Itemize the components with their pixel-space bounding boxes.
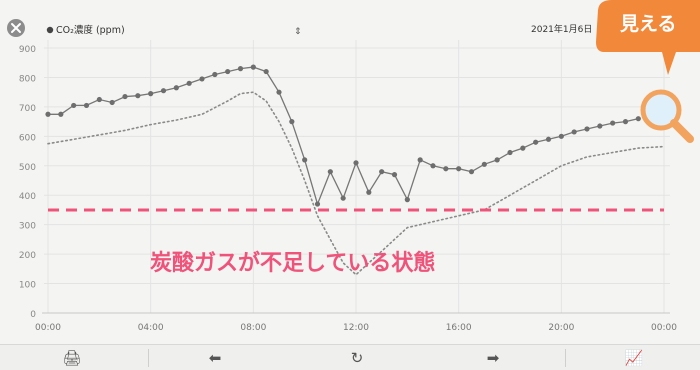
data-point: [199, 76, 205, 82]
data-point: [96, 96, 102, 103]
data-point: [391, 172, 398, 178]
data-point: [148, 91, 154, 97]
series-select-chevron-icon[interactable]: ⇕: [294, 27, 302, 37]
badge-text: 見える: [620, 13, 676, 35]
data-point: [135, 93, 141, 99]
data-point: [353, 160, 359, 166]
x-tick-label: 04:00: [138, 323, 164, 333]
y-tick-label: 700: [19, 104, 36, 114]
data-point: [289, 119, 295, 125]
print-icon: 🖨: [62, 349, 82, 367]
data-point: [366, 189, 372, 195]
y-axis-ticks: 0 100 200 300 400 500 600 700 800 900: [19, 45, 36, 320]
data-point: [302, 157, 308, 163]
data-point: [237, 66, 244, 72]
print-button[interactable]: 🖨: [52, 348, 92, 368]
threshold-annotation: 炭酸ガスが不足している状態: [150, 250, 435, 276]
close-icon: [11, 23, 21, 33]
data-point: [558, 133, 564, 139]
data-point: [494, 157, 500, 163]
x-tick-label: 20:00: [548, 323, 574, 333]
y-tick-label: 100: [19, 281, 36, 291]
data-point: [571, 129, 577, 135]
refresh-icon: ↻: [350, 349, 364, 367]
series-label[interactable]: CO₂濃度 (ppm): [56, 24, 125, 36]
line-chart-icon: 📈: [624, 349, 644, 367]
data-point: [520, 145, 526, 151]
chart-view-button[interactable]: 📈: [614, 348, 654, 368]
badge: 見える: [596, 0, 700, 75]
data-point: [250, 64, 256, 70]
legend-marker: [46, 26, 54, 34]
x-tick-label: 12:00: [343, 323, 369, 333]
y-tick-label: 200: [19, 251, 36, 261]
x-tick-label: 16:00: [446, 323, 472, 333]
data-point: [456, 166, 462, 172]
data-point: [584, 126, 590, 132]
data-point: [58, 111, 64, 117]
close-button[interactable]: [7, 19, 25, 37]
y-tick-label: 600: [19, 133, 36, 143]
y-tick-label: 800: [19, 74, 36, 84]
data-point: [45, 111, 51, 117]
data-point: [635, 116, 641, 122]
data-point: [610, 120, 616, 126]
data-point: [622, 119, 629, 125]
data-point: [109, 99, 115, 106]
data-point: [468, 169, 475, 175]
data-point: [417, 157, 423, 163]
refresh-button[interactable]: ↻: [337, 348, 377, 368]
x-tick-label: 00:00: [651, 323, 677, 333]
data-point: [173, 85, 179, 91]
toolbar-divider: [148, 349, 149, 367]
data-point: [225, 68, 231, 75]
data-point: [212, 71, 218, 78]
data-point: [507, 149, 513, 156]
x-tick-label: 08:00: [240, 323, 266, 333]
forward-button[interactable]: ➡: [473, 348, 513, 368]
data-point: [481, 161, 487, 167]
dotted-series-line: [47, 91, 665, 276]
back-arrow-icon: ⬅: [208, 349, 222, 367]
data-point: [545, 136, 552, 142]
data-point: [430, 163, 436, 169]
y-tick-label: 500: [19, 163, 36, 173]
data-point: [276, 89, 282, 95]
x-tick-label: 00:00: [35, 323, 61, 333]
data-point: [533, 139, 539, 145]
x-axis-ticks: 00:00 04:00 08:00 12:00 16:00 20:00 00:00: [35, 323, 677, 333]
y-tick-label: 400: [19, 192, 36, 202]
y-tick-label: 300: [19, 222, 36, 232]
data-point: [379, 169, 385, 175]
bottom-toolbar: 🖨 ⬅ ↻ ➡ 📈: [0, 344, 700, 370]
forward-arrow-icon: ➡: [486, 349, 500, 367]
data-point: [83, 102, 90, 109]
y-tick-label: 900: [19, 45, 36, 55]
data-point: [597, 123, 603, 129]
data-point: [71, 102, 77, 109]
toolbar-divider: [565, 349, 566, 367]
data-point: [160, 88, 167, 94]
data-point: [327, 169, 333, 175]
data-point: [263, 68, 269, 75]
data-point: [186, 80, 192, 86]
data-point: [404, 197, 410, 203]
data-point: [340, 195, 346, 201]
data-point: [443, 166, 449, 172]
date-label[interactable]: 2021年1月6日: [531, 23, 592, 35]
y-tick-label: 0: [30, 310, 36, 320]
data-point: [122, 93, 128, 100]
back-button[interactable]: ⬅: [195, 348, 235, 368]
data-point: [314, 201, 321, 207]
chart-series: [45, 64, 665, 276]
magnifier-icon: [640, 89, 694, 143]
